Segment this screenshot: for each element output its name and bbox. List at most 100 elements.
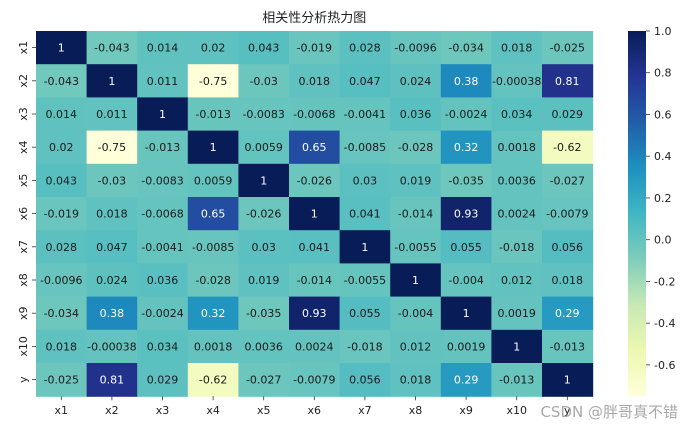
heatmap-cell-label-x1-x1: 1 [58,42,65,55]
chart-title: 相关性分析热力图 [262,11,366,26]
heatmap-cell-label-x10-x3: 0.034 [147,340,179,353]
heatmap-cell-x3-x5 [238,97,290,132]
heatmap-cell-label-x1-x9: -0.034 [448,42,483,55]
heatmap-cell-label-x2-x1: -0.043 [44,75,79,88]
heatmap-cell-x1-x3 [137,31,189,65]
heatmap-cell-label-x9-x10: 0.0019 [497,307,536,320]
heatmap-cell-x2-x7 [339,64,391,98]
heatmap-cells: 1 -0.043 0.014 0.02 0.043 -0.019 0.028 -0.0096 -… [36,31,594,397]
y-tick-label-x1: x1 [17,41,30,55]
heatmap-cell-label-x9-x6: 0.93 [302,307,327,320]
heatmap-cell-label-x10-x7: -0.018 [347,340,382,353]
heatmap-cell-x10-x4 [187,329,239,364]
heatmap-cell-label-x7-x9: 0.055 [450,241,482,254]
heatmap-cell-label-x8-x1: -0.0096 [40,274,82,287]
heatmap-cell-x6-x8 [390,197,442,231]
heatmap-cell-x10-x10 [491,329,543,364]
heatmap-cell-label-x9-x3: -0.0024 [141,307,183,320]
heatmap-cell-y-x6 [289,363,341,397]
y-axis: x1 x2 x3 x4 x5 x6 x7 x8 x9 x10 y [17,41,36,383]
heatmap-cell-label-x5-x9: -0.035 [448,174,483,187]
heatmap-cell-label-y-x6: -0.0079 [293,374,335,387]
heatmap-cell-label-x3-x1: 0.014 [46,108,78,121]
heatmap-cell-y-x3 [137,363,189,397]
heatmap-cell-y-x2 [86,363,138,397]
heatmap-cell-label-y-x7: 0.056 [349,374,381,387]
heatmap-cell-x6-x9 [440,197,492,231]
heatmap-cell-label-x6-x4: 0.65 [201,208,226,221]
heatmap-cell-x4-x9 [440,130,492,165]
heatmap-cell-x8-x4 [187,263,239,298]
heatmap-cell-label-x10-x5: 0.0036 [244,340,283,353]
heatmap-cell-label-x6-x7: 0.041 [349,208,381,221]
heatmap-cell-label-x1-x2: -0.043 [94,42,129,55]
heatmap-cell-x4-y [542,130,594,165]
heatmap-cell-label-x3-x10: 0.034 [501,108,533,121]
heatmap-cell-label-x6-y: -0.0079 [546,208,588,221]
heatmap-cell-label-x4-x7: -0.0085 [344,141,386,154]
heatmap-cell-x8-x1 [36,263,88,298]
x-tick-label-x1: x1 [55,404,69,417]
y-tick-label-x10: x10 [17,336,30,357]
heatmap-cell-x1-x6 [289,31,341,65]
colorbar-tick-label-0.2: 0.2 [654,192,672,205]
heatmap-cell-label-x1-x6: -0.019 [297,42,332,55]
heatmap-cell-x2-x2 [86,64,138,98]
y-tick-label-x3: x3 [17,107,30,121]
x-tick-label-x7: x7 [358,404,372,417]
heatmap-cell-label-x5-x6: -0.026 [297,174,332,187]
heatmap-cell-x2-x5 [238,64,290,98]
heatmap-cell-label-x3-x3: 1 [159,108,166,121]
heatmap-cell-x1-x7 [339,31,391,65]
heatmap-cell-label-x4-x1: 0.02 [49,141,74,154]
heatmap-cell-x1-x8 [390,31,442,65]
heatmap-cell-label-x6-x2: 0.018 [96,208,128,221]
y-tick-label-x7: x7 [17,240,30,254]
heatmap-cell-x1-y [542,31,594,65]
heatmap-cell-x5-x2 [86,163,138,198]
heatmap-cell-x4-x8 [390,130,442,165]
heatmap-cell-x5-x8 [390,163,442,198]
heatmap-cell-label-x7-x3: -0.0041 [141,241,183,254]
x-tick-label-x4: x4 [206,404,220,417]
heatmap-cell-label-x7-x1: 0.028 [46,241,78,254]
heatmap-cell-label-x3-x2: 0.011 [96,108,128,121]
heatmap-cell-label-x2-x3: 0.011 [147,75,179,88]
heatmap-cell-x7-x1 [36,230,88,264]
heatmap-cell-x6-x1 [36,197,88,231]
heatmap-cell-x7-x4 [187,230,239,264]
heatmap-cell-label-x8-x10: 0.012 [501,274,533,287]
colorbar-tick-label-1.0: 1.0 [654,25,672,38]
heatmap-cell-label-x9-x5: -0.035 [246,307,281,320]
heatmap-cell-label-x8-x4: -0.028 [195,274,230,287]
heatmap-cell-label-x9-x4: 0.32 [201,307,226,320]
heatmap-cell-x9-x4 [187,296,239,331]
heatmap-cell-label-y-x10: -0.013 [499,374,534,387]
heatmap-cell-label-x5-x1: 0.043 [46,174,78,187]
heatmap-cell-x3-x2 [86,97,138,132]
heatmap-cell-x9-x2 [86,296,138,331]
heatmap-cell-label-x6-x1: -0.019 [44,208,79,221]
watermark: CSDN @胖哥真不错 [540,403,678,421]
y-tick-label-x4: x4 [17,140,30,154]
y-tick-label-x8: x8 [17,273,30,287]
heatmap-cell-label-x8-x8: 1 [412,274,419,287]
heatmap-cell-label-x5-x2: -0.03 [98,174,126,187]
heatmap-cell-x3-y [542,97,594,132]
heatmap-cell-x7-x3 [137,230,189,264]
heatmap-cell-x5-x1 [36,163,88,198]
heatmap-cell-x7-x7 [339,230,391,264]
heatmap-cell-label-x10-x8: 0.012 [400,340,432,353]
heatmap-cell-label-x5-x4: 0.0059 [194,174,233,187]
heatmap-cell-x2-x10 [491,64,543,98]
heatmap-cell-label-x7-x4: -0.0085 [192,241,234,254]
heatmap-cell-x10-x7 [339,329,391,364]
heatmap-cell-x8-x5 [238,263,290,298]
heatmap-cell-x3-x1 [36,97,88,132]
heatmap-cell-y-x10 [491,363,543,397]
heatmap-cell-label-y-y: 1 [564,374,571,387]
heatmap-cell-label-x9-x8: -0.004 [398,307,433,320]
heatmap-cell-x8-x7 [339,263,391,298]
heatmap-cell-label-x3-x9: -0.0024 [445,108,487,121]
